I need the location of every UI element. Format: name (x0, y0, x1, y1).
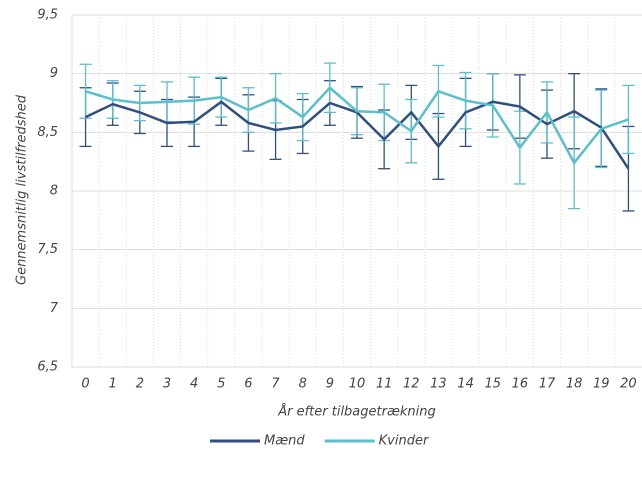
x-tick-label: 6 (244, 377, 252, 392)
y-tick-label: 8 (50, 184, 58, 199)
x-tick-label: 20 (620, 377, 637, 392)
x-tick-label: 19 (593, 377, 610, 392)
x-tick-label: 15 (484, 377, 501, 392)
y-tick-label: 8,5 (37, 125, 58, 140)
x-tick-label: 7 (271, 377, 280, 392)
legend-label: Kvinder (379, 434, 430, 449)
x-tick-label: 0 (81, 377, 89, 392)
y-tick-label: 9,5 (37, 8, 58, 23)
x-tick-label: 18 (566, 377, 583, 392)
x-tick-label: 5 (217, 377, 225, 392)
series-line (85, 86, 629, 166)
x-tick-label: 16 (512, 377, 529, 392)
x-axis-label: År efter tilbagetrækning (277, 404, 436, 420)
x-tick-label: 11 (376, 377, 393, 392)
x-tick-label: 2 (136, 377, 144, 392)
y-tick-label: 7,5 (37, 242, 58, 257)
y-tick-label: 6,5 (37, 360, 58, 375)
x-tick-label: 14 (457, 377, 474, 392)
x-tick-label: 8 (299, 377, 307, 392)
x-tick-label: 12 (403, 377, 420, 392)
x-tick-label: 13 (430, 377, 447, 392)
y-axis-label: Gennemsnitlig livstilfredshed (15, 94, 30, 285)
x-tick-label: 17 (539, 377, 556, 392)
x-tick-label: 4 (190, 377, 198, 392)
x-tick-label: 10 (349, 377, 366, 392)
legend-label: Mænd (264, 434, 305, 449)
y-tick-label: 9 (50, 66, 58, 81)
x-tick-label: 9 (326, 377, 334, 392)
x-tick-label: 3 (163, 377, 171, 392)
x-tick-label: 1 (109, 377, 117, 392)
y-tick-label: 7 (50, 301, 59, 316)
